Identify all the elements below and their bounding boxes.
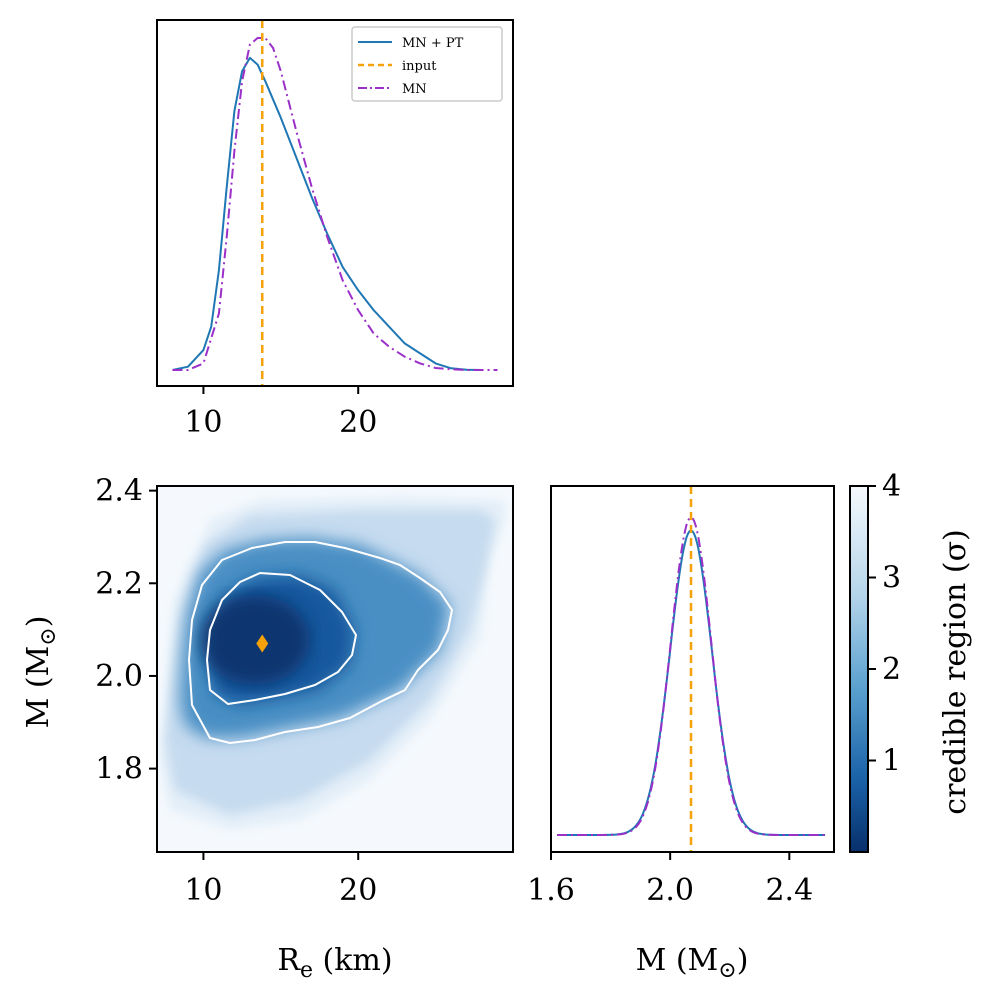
- top-series-line-0: [172, 56, 483, 371]
- mass-panel-frame: [550, 485, 835, 853]
- top-xtick-label: 10: [184, 405, 222, 440]
- mass-series-line-1: [557, 516, 826, 836]
- heatmap-xtick-label: 20: [339, 873, 377, 908]
- contour-2-sigma: [188, 541, 453, 744]
- legend-label-input: input: [402, 59, 437, 74]
- mass-xtick-label: 2.0: [646, 873, 694, 908]
- contour-1-sigma: [206, 572, 357, 705]
- top-series-group: [172, 37, 498, 371]
- colorbar-tick-label: 1: [882, 744, 901, 779]
- legend: MN + PT input MN: [351, 26, 503, 102]
- colorbar-tick-label: 2: [882, 652, 901, 687]
- top-xtick-label: 20: [339, 405, 377, 440]
- peak-marker: [256, 634, 269, 653]
- colorbar: 1 2 3 4 credible region (σ): [849, 469, 973, 853]
- top-series-line-1: [172, 37, 498, 371]
- mass-xtick-label: 1.6: [527, 873, 575, 908]
- legend-label-mn: MN: [402, 82, 427, 97]
- heatmap-core: [200, 595, 310, 685]
- legend-label-mnpt: MN + PT: [402, 36, 464, 51]
- top-marginal-panel: 10 20 MN + PT input MN: [156, 19, 514, 440]
- colorbar-tick-label: 3: [882, 561, 901, 596]
- heatmap-yticks: 1.8 2.0 2.2 2.4: [95, 474, 157, 787]
- heatmap-ytick-label: 1.8: [95, 752, 143, 787]
- mass-xtick-label: 2.4: [765, 873, 813, 908]
- colorbar-gradient-bar: [849, 485, 869, 853]
- top-panel-frame: [156, 19, 514, 387]
- mass-marginal-panel: 1.6 2.0 2.4 M (M⊙): [527, 485, 835, 983]
- mass-xticks: 1.6 2.0 2.4: [527, 852, 813, 908]
- colorbar-ticks: 1 2 3 4: [868, 469, 901, 779]
- colorbar-tick-label: 4: [882, 469, 901, 504]
- heatmap-panel-frame: [156, 485, 514, 853]
- heatmap-y-axis-label: M (M⊙): [21, 616, 61, 729]
- heatmap-ytick-label: 2.0: [95, 659, 143, 694]
- heatmap-xtick-label: 10: [184, 873, 222, 908]
- heatmap-xticks: 10 20: [184, 852, 377, 908]
- heatmap-ytick-label: 2.4: [95, 474, 143, 509]
- legend-box: [351, 26, 503, 102]
- top-xticks: 10 20: [184, 386, 377, 440]
- heatmap-ytick-label: 2.2: [95, 566, 143, 601]
- heatmap-x-axis-label: Re (km): [277, 943, 392, 983]
- mass-x-axis-label: M (M⊙): [636, 943, 749, 983]
- heatmap-area: [157, 486, 513, 852]
- colorbar-label: credible region (σ): [938, 529, 973, 814]
- heatmap-panel: 10 20 1.8 2.0 2.2 2.4 Re (km) M (M⊙): [21, 474, 514, 983]
